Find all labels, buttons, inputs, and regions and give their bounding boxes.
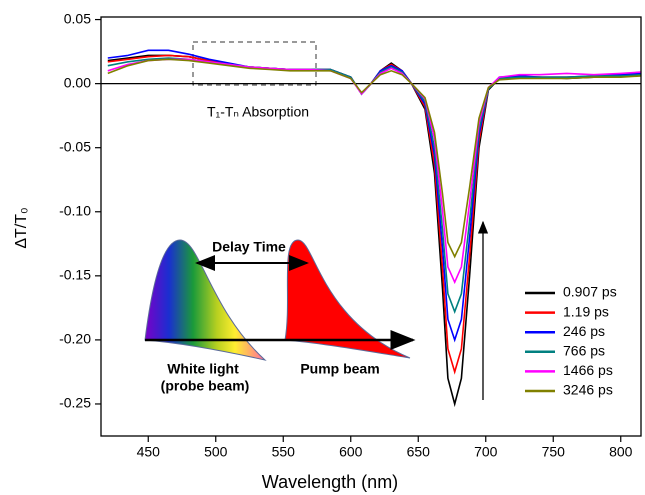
inset-diagram: Delay Time White light (probe beam) Pump…	[144, 239, 416, 394]
y-axis-label: ΔT/T₀	[13, 207, 30, 248]
x-tick-label: 600	[339, 444, 363, 460]
series-line	[107, 58, 642, 259]
legend-label: 1466 ps	[563, 362, 613, 378]
y-tick-label: 0.05	[64, 10, 91, 26]
series-line	[107, 58, 642, 285]
annotation: White light	[167, 361, 239, 377]
x-tick-label: 500	[204, 444, 228, 460]
plot-frame	[100, 16, 642, 437]
x-tick-label: 650	[407, 444, 431, 460]
x-tick-label: 450	[137, 444, 161, 460]
y-tick-label: -0.15	[59, 267, 91, 283]
y-tick-label: -0.20	[59, 331, 91, 347]
annotation: T₁-Tₙ Absorption	[207, 104, 309, 120]
x-tick-label: 750	[542, 444, 566, 460]
y-tick-label: -0.25	[59, 395, 91, 411]
legend-label: 766 ps	[563, 343, 605, 359]
y-tick-label: -0.10	[59, 202, 91, 218]
x-tick-label: 700	[474, 444, 498, 460]
x-tick-label: 550	[272, 444, 296, 460]
annotation: Delay Time	[212, 239, 286, 255]
annotation: Pump beam	[300, 361, 379, 377]
x-axis-label: Wavelength (nm)	[262, 472, 398, 492]
legend-label: 0.907 ps	[563, 284, 617, 300]
legend-label: 3246 ps	[563, 382, 613, 398]
legend-label: 246 ps	[563, 323, 605, 339]
annotation: (probe beam)	[161, 378, 250, 394]
legend-label: 1.19 ps	[563, 303, 609, 319]
highlight-box	[192, 41, 317, 86]
y-tick-label: 0.00	[64, 74, 91, 90]
x-tick-label: 800	[609, 444, 633, 460]
y-tick-label: -0.05	[59, 138, 91, 154]
